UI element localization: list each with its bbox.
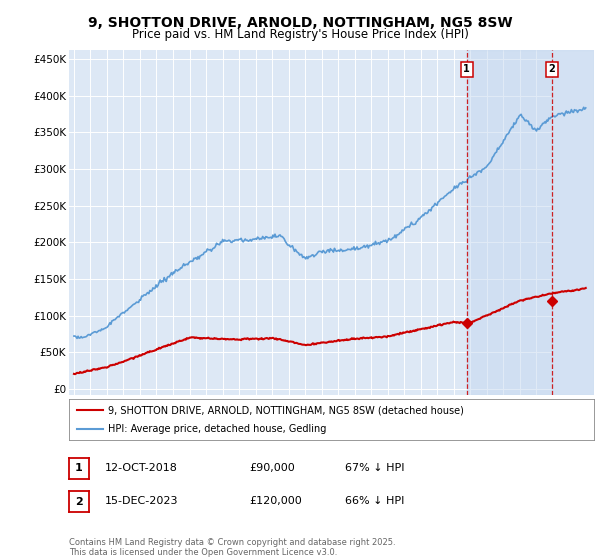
Text: 9, SHOTTON DRIVE, ARNOLD, NOTTINGHAM, NG5 8SW (detached house): 9, SHOTTON DRIVE, ARNOLD, NOTTINGHAM, NG… xyxy=(109,405,464,415)
Text: Price paid vs. HM Land Registry's House Price Index (HPI): Price paid vs. HM Land Registry's House … xyxy=(131,28,469,41)
Text: 66% ↓ HPI: 66% ↓ HPI xyxy=(345,496,404,506)
Text: 2: 2 xyxy=(548,64,556,74)
Text: £120,000: £120,000 xyxy=(249,496,302,506)
Text: 9, SHOTTON DRIVE, ARNOLD, NOTTINGHAM, NG5 8SW: 9, SHOTTON DRIVE, ARNOLD, NOTTINGHAM, NG… xyxy=(88,16,512,30)
Text: Contains HM Land Registry data © Crown copyright and database right 2025.
This d: Contains HM Land Registry data © Crown c… xyxy=(69,538,395,557)
Text: 12-OCT-2018: 12-OCT-2018 xyxy=(105,463,178,473)
Bar xyxy=(552,50,594,395)
Text: £90,000: £90,000 xyxy=(249,463,295,473)
Text: 15-DEC-2023: 15-DEC-2023 xyxy=(105,496,179,506)
Text: 1: 1 xyxy=(463,64,470,74)
Text: 1: 1 xyxy=(75,463,83,473)
Bar xyxy=(467,50,552,395)
Text: HPI: Average price, detached house, Gedling: HPI: Average price, detached house, Gedl… xyxy=(109,424,327,433)
Bar xyxy=(552,50,594,395)
Text: 67% ↓ HPI: 67% ↓ HPI xyxy=(345,463,404,473)
Text: 2: 2 xyxy=(75,497,83,507)
